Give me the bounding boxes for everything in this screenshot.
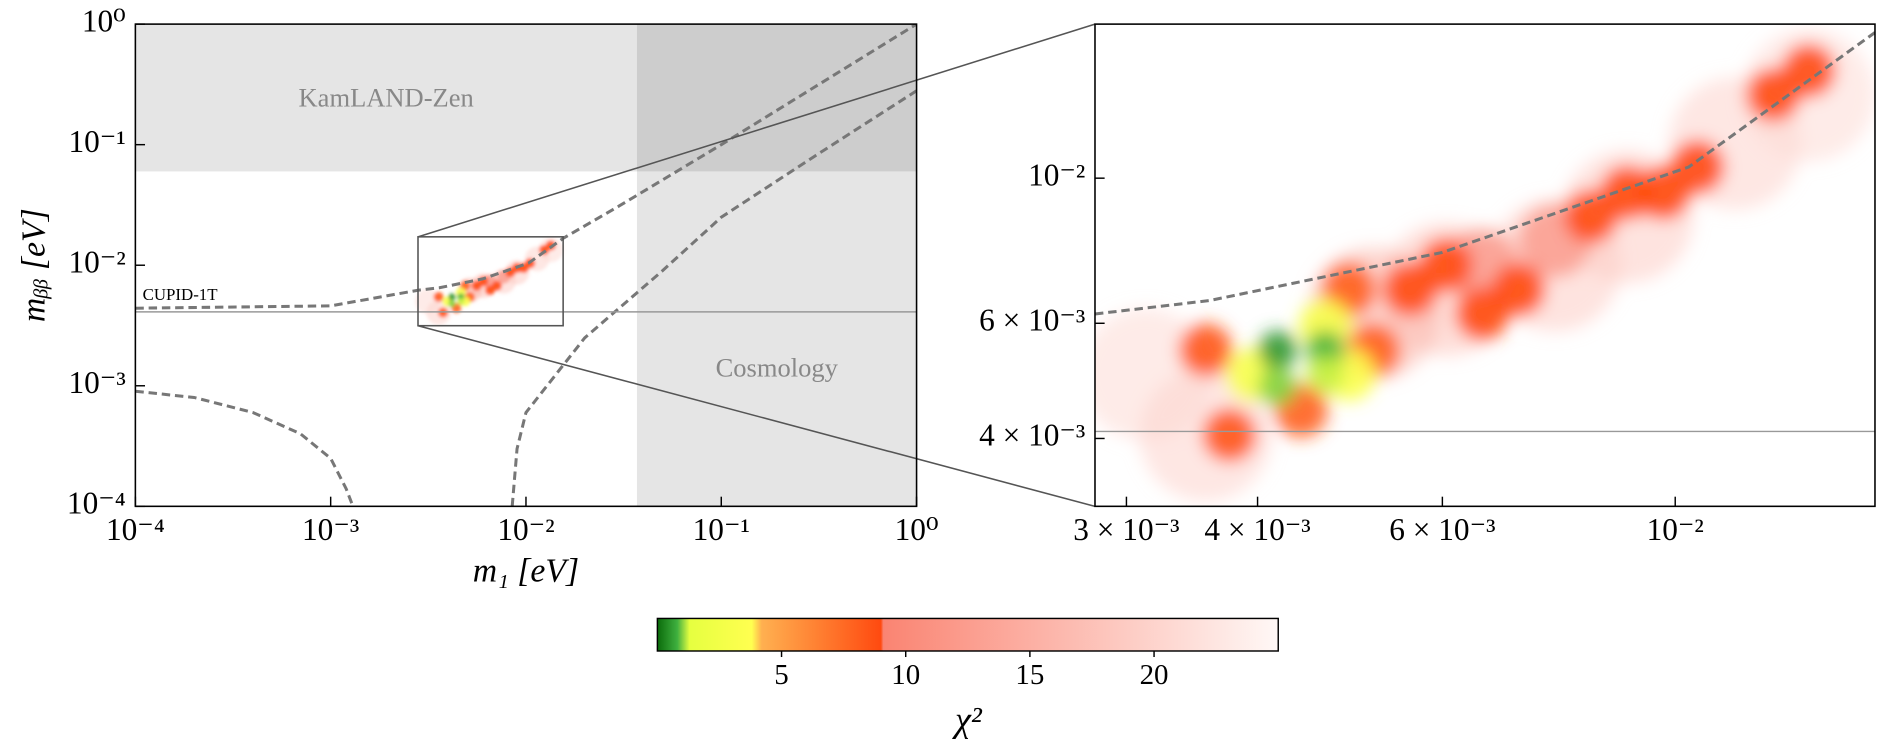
density-point	[457, 297, 465, 305]
y-tick-label: 10⁻²	[68, 244, 125, 279]
density-point	[491, 280, 502, 291]
colorbar-tick-label: 20	[1140, 659, 1169, 691]
density-point	[1258, 330, 1297, 370]
density-point	[1746, 68, 1800, 122]
y-axis-label: mᵦᵦ [eV]	[15, 208, 52, 322]
colorbar	[656, 617, 1279, 652]
x-tick-label: 10⁰	[895, 512, 939, 547]
density-point	[1305, 355, 1345, 394]
y-tick-label: 10⁻³	[68, 365, 125, 400]
colorbar-tick-label: 10	[891, 659, 920, 691]
density-point	[1258, 367, 1297, 406]
x-tick-label: 4 × 10⁻³	[1204, 512, 1310, 547]
colorbar-tick-label: 5	[774, 659, 788, 691]
density-point	[433, 291, 444, 302]
density-point	[1202, 408, 1256, 462]
y-tick-label: 10⁻¹	[68, 124, 125, 159]
x-tick-label: 6 × 10⁻³	[1389, 512, 1495, 547]
y-tick-label: 10⁻⁴	[67, 486, 126, 521]
curve	[510, 89, 917, 507]
density-point	[1179, 323, 1233, 377]
x-tick-label: 10⁻⁴	[106, 512, 165, 547]
density-point	[448, 293, 456, 301]
colorbar-tick-label: 15	[1015, 659, 1044, 691]
x-tick-label: 3 × 10⁻³	[1073, 512, 1179, 547]
plot-area	[135, 24, 917, 507]
excluded-region	[135, 24, 917, 172]
density-point	[1670, 140, 1724, 194]
y-tick-label: 10⁰	[82, 3, 126, 38]
zoom-box	[417, 236, 564, 327]
curve	[135, 24, 917, 310]
curve	[135, 389, 355, 507]
region-label: Cosmology	[716, 352, 839, 382]
y-tick-label: 6 × 10⁻³	[979, 302, 1085, 337]
x-tick-label: 10⁻²	[1647, 512, 1704, 547]
plot-area	[1094, 28, 1875, 502]
x-tick-label: 10⁻²	[497, 512, 554, 547]
x-axis-label: m₁ [eV]	[473, 553, 579, 590]
sensitivity-label: CUPID-1T	[143, 285, 219, 304]
axes-frame	[1094, 23, 1876, 508]
y-tick-label: 10⁻²	[1028, 157, 1085, 192]
density-point	[448, 300, 456, 308]
density-point	[1491, 262, 1545, 316]
region-label: KamLAND-Zen	[299, 82, 474, 112]
colorbar-label: χ²	[952, 700, 983, 739]
density-point	[1419, 238, 1473, 292]
x-tick-label: 10⁻³	[302, 512, 359, 547]
curve	[1094, 31, 1875, 316]
zoom-connector	[417, 23, 1096, 238]
zoom-connector	[417, 324, 1096, 508]
density-cloud	[1094, 28, 1875, 502]
excluded-region	[636, 24, 917, 507]
x-tick-label: 10⁻¹	[693, 512, 750, 547]
y-tick-label: 4 × 10⁻³	[979, 418, 1085, 453]
